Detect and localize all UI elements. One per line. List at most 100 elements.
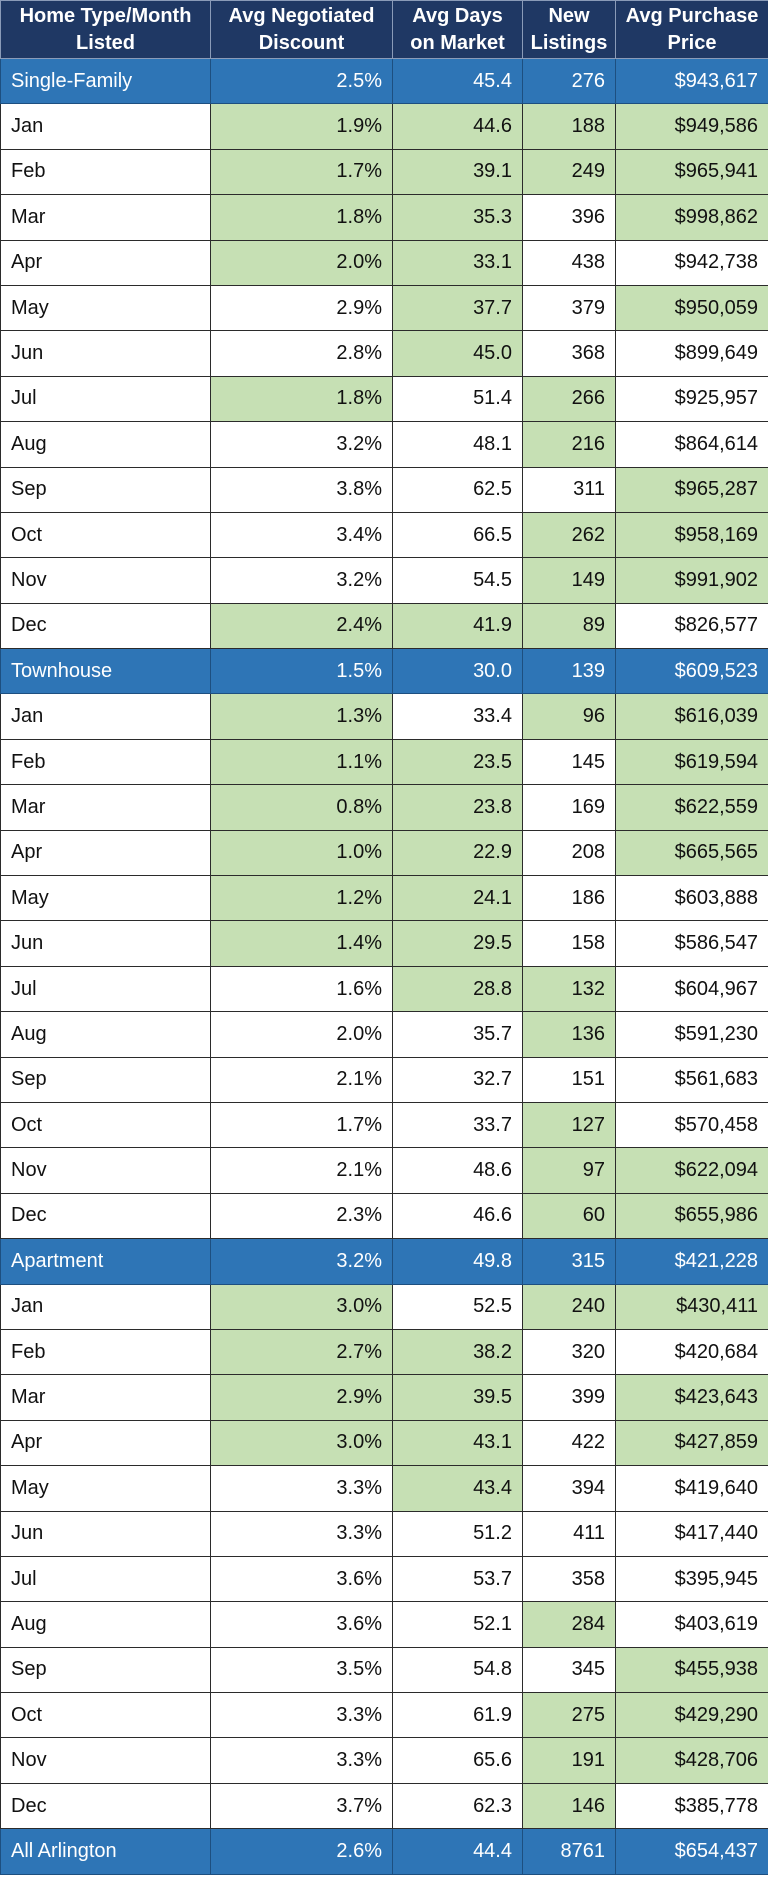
- days-on-market-cell: 51.2: [392, 1510, 523, 1557]
- total-row: All Arlington 2.6% 44.4 8761 $654,437: [0, 1828, 768, 1875]
- discount-cell: 1.2%: [210, 875, 393, 922]
- table-row: May 1.2% 24.1 186 $603,888: [0, 875, 768, 922]
- header-discount: Avg Negotiated Discount: [210, 0, 393, 59]
- month-cell: Jul: [0, 965, 211, 1013]
- discount-cell: 2.4%: [210, 602, 393, 650]
- discount-cell: 2.9%: [210, 284, 393, 332]
- month-cell: Nov: [0, 1737, 211, 1784]
- new-listings-cell: 284: [522, 1601, 616, 1648]
- discount-cell: 1.8%: [210, 194, 393, 241]
- new-listings-cell: 136: [522, 1011, 616, 1058]
- new-listings-cell: 145: [522, 738, 616, 786]
- purchase-price-cell: $616,039: [615, 693, 768, 740]
- month-cell: Aug: [0, 1011, 211, 1058]
- purchase-price-cell: $428,706: [615, 1737, 768, 1784]
- discount-cell: 2.8%: [210, 330, 393, 377]
- days-on-market-cell: 28.8: [392, 965, 523, 1013]
- discount-cell: 1.3%: [210, 693, 393, 740]
- purchase-price-cell: $942,738: [615, 239, 768, 286]
- discount-cell: 3.2%: [210, 557, 393, 604]
- new-listings-cell: 186: [522, 875, 616, 922]
- days-on-market-cell: 35.3: [392, 194, 523, 241]
- month-cell: Feb: [0, 1328, 211, 1376]
- table-row: Jan 1.3% 33.4 96 $616,039: [0, 693, 768, 740]
- days-on-market-cell: 33.7: [392, 1101, 523, 1149]
- new-listings-cell: 151: [522, 1056, 616, 1103]
- month-cell: Nov: [0, 1147, 211, 1194]
- month-cell: Jun: [0, 920, 211, 967]
- days-on-market-cell: 32.7: [392, 1056, 523, 1103]
- month-cell: Jan: [0, 693, 211, 740]
- table-row: Jun 3.3% 51.2 411 $417,440: [0, 1510, 768, 1557]
- group-discount-cell: 1.5%: [210, 648, 393, 695]
- new-listings-cell: 411: [522, 1510, 616, 1557]
- table-row: Aug 3.6% 52.1 284 $403,619: [0, 1601, 768, 1648]
- new-listings-cell: 96: [522, 693, 616, 740]
- purchase-price-cell: $430,411: [615, 1283, 768, 1330]
- purchase-price-cell: $586,547: [615, 920, 768, 967]
- table-row: Jun 2.8% 45.0 368 $899,649: [0, 330, 768, 377]
- discount-cell: 3.0%: [210, 1419, 393, 1467]
- total-discount-cell: 2.6%: [210, 1828, 393, 1875]
- days-on-market-cell: 48.1: [392, 421, 523, 468]
- group-label: Townhouse: [0, 648, 211, 695]
- table-row: Jul 1.8% 51.4 266 $925,957: [0, 375, 768, 423]
- days-on-market-cell: 43.4: [392, 1465, 523, 1512]
- purchase-price-cell: $385,778: [615, 1782, 768, 1830]
- days-on-market-cell: 39.5: [392, 1374, 523, 1421]
- table-row: Jun 1.4% 29.5 158 $586,547: [0, 920, 768, 967]
- discount-cell: 3.5%: [210, 1646, 393, 1694]
- new-listings-cell: 320: [522, 1328, 616, 1376]
- table-row: Jul 1.6% 28.8 132 $604,967: [0, 965, 768, 1013]
- new-listings-cell: 266: [522, 375, 616, 423]
- table-body: Single-Family 2.5% 45.4 276 $943,617 Jan 1.9% 4…: [0, 57, 768, 1875]
- discount-cell: 3.4%: [210, 511, 393, 559]
- days-on-market-cell: 61.9: [392, 1692, 523, 1739]
- discount-cell: 3.3%: [210, 1465, 393, 1512]
- group-row-apartment: Apartment 3.2% 49.8 315 $421,228: [0, 1238, 768, 1285]
- new-listings-cell: 97: [522, 1147, 616, 1194]
- table-row: Dec 2.3% 46.6 60 $655,986: [0, 1192, 768, 1240]
- discount-cell: 3.8%: [210, 466, 393, 513]
- table-row: Nov 2.1% 48.6 97 $622,094: [0, 1147, 768, 1194]
- month-cell: Mar: [0, 1374, 211, 1421]
- table-row: Dec 3.7% 62.3 146 $385,778: [0, 1782, 768, 1830]
- purchase-price-cell: $622,094: [615, 1147, 768, 1194]
- table-row: Sep 3.5% 54.8 345 $455,938: [0, 1646, 768, 1694]
- new-listings-cell: 396: [522, 194, 616, 241]
- group-label: Apartment: [0, 1238, 211, 1285]
- group-days-on-market-cell: 30.0: [392, 648, 523, 695]
- month-cell: Aug: [0, 1601, 211, 1648]
- month-cell: Dec: [0, 1192, 211, 1240]
- days-on-market-cell: 37.7: [392, 284, 523, 332]
- table-row: Nov 3.3% 65.6 191 $428,706: [0, 1737, 768, 1784]
- new-listings-cell: 368: [522, 330, 616, 377]
- discount-cell: 2.1%: [210, 1147, 393, 1194]
- purchase-price-cell: $619,594: [615, 738, 768, 786]
- group-purchase-price-cell: $943,617: [615, 57, 768, 105]
- purchase-price-cell: $965,287: [615, 466, 768, 513]
- days-on-market-cell: 54.5: [392, 557, 523, 604]
- new-listings-cell: 158: [522, 920, 616, 967]
- days-on-market-cell: 43.1: [392, 1419, 523, 1467]
- header-purchase-price: Avg Purchase Price: [615, 0, 768, 59]
- discount-cell: 1.7%: [210, 148, 393, 196]
- table-row: Apr 3.0% 43.1 422 $427,859: [0, 1419, 768, 1467]
- table-row: Mar 1.8% 35.3 396 $998,862: [0, 194, 768, 241]
- discount-cell: 3.6%: [210, 1555, 393, 1603]
- discount-cell: 1.7%: [210, 1101, 393, 1149]
- purchase-price-cell: $561,683: [615, 1056, 768, 1103]
- new-listings-cell: 422: [522, 1419, 616, 1467]
- group-days-on-market-cell: 45.4: [392, 57, 523, 105]
- purchase-price-cell: $429,290: [615, 1692, 768, 1739]
- new-listings-cell: 262: [522, 511, 616, 559]
- new-listings-cell: 169: [522, 784, 616, 831]
- month-cell: Jan: [0, 1283, 211, 1330]
- month-cell: Feb: [0, 148, 211, 196]
- new-listings-cell: 249: [522, 148, 616, 196]
- purchase-price-cell: $604,967: [615, 965, 768, 1013]
- month-cell: Jan: [0, 103, 211, 150]
- days-on-market-cell: 52.5: [392, 1283, 523, 1330]
- table-row: Sep 2.1% 32.7 151 $561,683: [0, 1056, 768, 1103]
- month-cell: May: [0, 284, 211, 332]
